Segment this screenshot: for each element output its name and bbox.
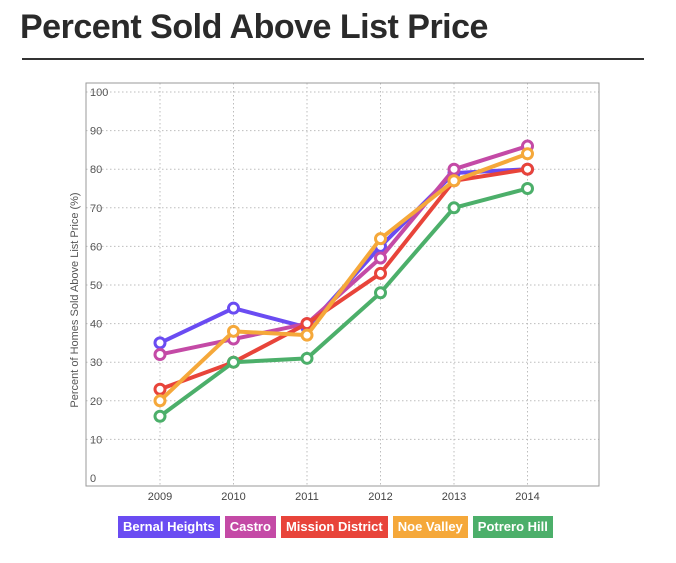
data-point-mission-district bbox=[374, 266, 387, 280]
data-point-potrero-hill bbox=[227, 355, 240, 369]
data-point-noe-valley bbox=[153, 394, 167, 408]
plot-area bbox=[85, 82, 600, 487]
data-point-mission-district bbox=[521, 162, 534, 176]
data-point-noe-valley bbox=[300, 328, 314, 342]
y-tick-label: 60 bbox=[90, 241, 102, 253]
y-tick-label: 30 bbox=[90, 357, 102, 369]
x-tick-label: 2009 bbox=[148, 491, 172, 503]
series-noe-valley bbox=[153, 147, 534, 408]
series-mission-district bbox=[153, 162, 534, 396]
series-line-bernal-heights bbox=[158, 167, 530, 345]
x-axis-ticks: 2009 2010 2011 2012 2013 2014 bbox=[148, 491, 540, 503]
x-tick-label: 2014 bbox=[515, 491, 539, 503]
y-axis-label: Percent of Homes Sold Above List Price (… bbox=[69, 192, 81, 407]
series-line-noe-valley bbox=[158, 151, 530, 403]
data-point-bernal-heights bbox=[153, 336, 167, 350]
legend-item-potrero-hill: Potrero Hill bbox=[472, 516, 553, 538]
data-point-potrero-hill bbox=[300, 351, 314, 365]
y-tick-label: 20 bbox=[90, 396, 102, 408]
x-tick-label: 2010 bbox=[221, 491, 245, 503]
data-point-castro bbox=[153, 347, 167, 361]
y-tick-label: 90 bbox=[90, 126, 102, 138]
title-divider bbox=[22, 58, 644, 60]
series-bernal-heights bbox=[153, 162, 534, 350]
y-tick-label: 0 bbox=[90, 473, 96, 485]
data-point-potrero-hill bbox=[153, 409, 167, 423]
data-point-noe-valley bbox=[447, 174, 461, 188]
data-point-noe-valley bbox=[521, 147, 534, 161]
page-title: Percent Sold Above List Price bbox=[20, 8, 488, 46]
data-point-castro bbox=[374, 251, 387, 265]
y-tick-label: 10 bbox=[90, 434, 102, 446]
series-line-mission-district bbox=[158, 167, 530, 392]
data-point-mission-district bbox=[153, 382, 167, 396]
legend-item-noe-valley: Noe Valley bbox=[392, 516, 468, 538]
chart-legend: Bernal Heights Castro Mission District Noe … bbox=[118, 516, 553, 538]
data-point-potrero-hill bbox=[447, 201, 461, 215]
x-tick-label: 2012 bbox=[368, 491, 392, 503]
data-point-castro bbox=[447, 162, 461, 176]
chart-series bbox=[153, 139, 534, 423]
data-point-bernal-heights bbox=[227, 301, 240, 315]
y-tick-label: 80 bbox=[90, 164, 102, 176]
y-tick-label: 100 bbox=[90, 87, 108, 99]
series-line-potrero-hill bbox=[158, 186, 530, 419]
y-axis-ticks: 0 10 20 30 40 50 60 70 80 90 100 bbox=[90, 87, 108, 485]
x-tick-label: 2013 bbox=[442, 491, 466, 503]
data-point-mission-district bbox=[300, 317, 314, 331]
data-point-potrero-hill bbox=[521, 182, 534, 195]
y-tick-label: 70 bbox=[90, 203, 102, 215]
legend-item-mission-district: Mission District bbox=[280, 516, 388, 538]
chart-grid bbox=[86, 83, 599, 486]
y-tick-label: 50 bbox=[90, 280, 102, 292]
data-point-potrero-hill bbox=[374, 286, 387, 300]
y-tick-label: 40 bbox=[90, 319, 102, 331]
x-tick-label: 2011 bbox=[295, 491, 319, 503]
legend-item-bernal-heights: Bernal Heights bbox=[118, 516, 220, 538]
series-potrero-hill bbox=[153, 182, 534, 423]
data-point-noe-valley bbox=[227, 324, 240, 338]
data-point-noe-valley bbox=[374, 232, 387, 246]
legend-item-castro: Castro bbox=[224, 516, 276, 538]
